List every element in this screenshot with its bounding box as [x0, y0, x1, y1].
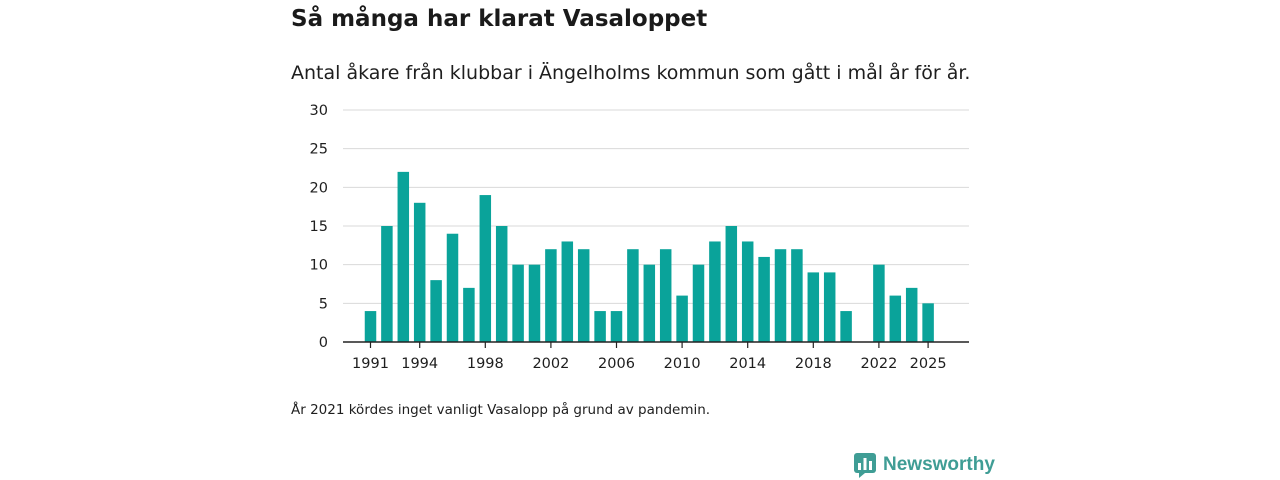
bar-1991 [364, 311, 377, 342]
bar-2023 [889, 295, 902, 342]
bar-2015 [758, 256, 770, 342]
bar-2002 [545, 249, 557, 342]
chart-title: Så många har klarat Vasaloppet [291, 6, 708, 32]
chart-subtitle: Antal åkare från klubbar i Ängelholms ko… [291, 62, 971, 84]
bar-1994 [413, 202, 426, 342]
y-tick-label: 25 [310, 142, 328, 158]
bar-1999 [495, 226, 508, 342]
x-tick-label: 2018 [795, 356, 832, 372]
bar-2014 [741, 241, 754, 342]
bar-2001 [528, 264, 541, 342]
bar-2004 [577, 249, 590, 342]
y-tick-label: 20 [310, 180, 328, 196]
brand-logo: Newsworthy [853, 452, 995, 478]
x-tick-label: 1998 [467, 356, 504, 372]
bar-1993 [397, 171, 410, 342]
grid-lines [343, 109, 969, 304]
y-tick-label: 5 [319, 296, 328, 312]
bar-2017 [791, 249, 803, 342]
y-tick-label: 0 [319, 335, 328, 351]
bar-2011 [692, 264, 705, 342]
y-tick-label: 15 [310, 219, 328, 235]
y-tick-label: 10 [310, 258, 328, 274]
x-tick-label: 2022 [860, 356, 897, 372]
bar-2025 [922, 303, 934, 342]
bar-2008 [643, 264, 656, 342]
bar-2019 [823, 272, 836, 342]
bar-2007 [627, 249, 639, 342]
bar-1997 [463, 287, 475, 342]
x-tick-label: 2006 [598, 356, 635, 372]
x-tick-label: 2002 [532, 356, 569, 372]
bar-2000 [512, 264, 524, 342]
bar-2016 [774, 249, 787, 342]
bar-2018 [807, 272, 820, 342]
x-tick-label: 2025 [910, 356, 947, 372]
bar-2009 [659, 249, 672, 342]
bar-2013 [725, 226, 738, 342]
footnote: År 2021 kördes inget vanligt Vasalopp på… [291, 402, 711, 418]
bar-1998 [479, 195, 492, 342]
bar-2012 [709, 241, 721, 342]
newsworthy-logo-icon [854, 453, 876, 478]
y-tick-label: 30 [310, 103, 328, 119]
bar-2003 [561, 241, 574, 342]
brand-name: Newsworthy [883, 454, 995, 475]
bar-1995 [430, 280, 442, 342]
bars [364, 171, 934, 342]
bar-2010 [676, 295, 688, 342]
bar-2022 [873, 264, 885, 342]
bar-2020 [840, 311, 852, 342]
x-tick-label: 2014 [729, 356, 766, 372]
x-tick-label: 1991 [352, 356, 389, 372]
bar-1996 [446, 233, 459, 342]
bar-2024 [905, 287, 918, 342]
bar-1992 [381, 226, 393, 342]
x-tick-label: 2010 [664, 356, 701, 372]
bar-2006 [610, 311, 623, 342]
x-tick-label: 1994 [401, 356, 438, 372]
bar-2005 [594, 311, 606, 342]
